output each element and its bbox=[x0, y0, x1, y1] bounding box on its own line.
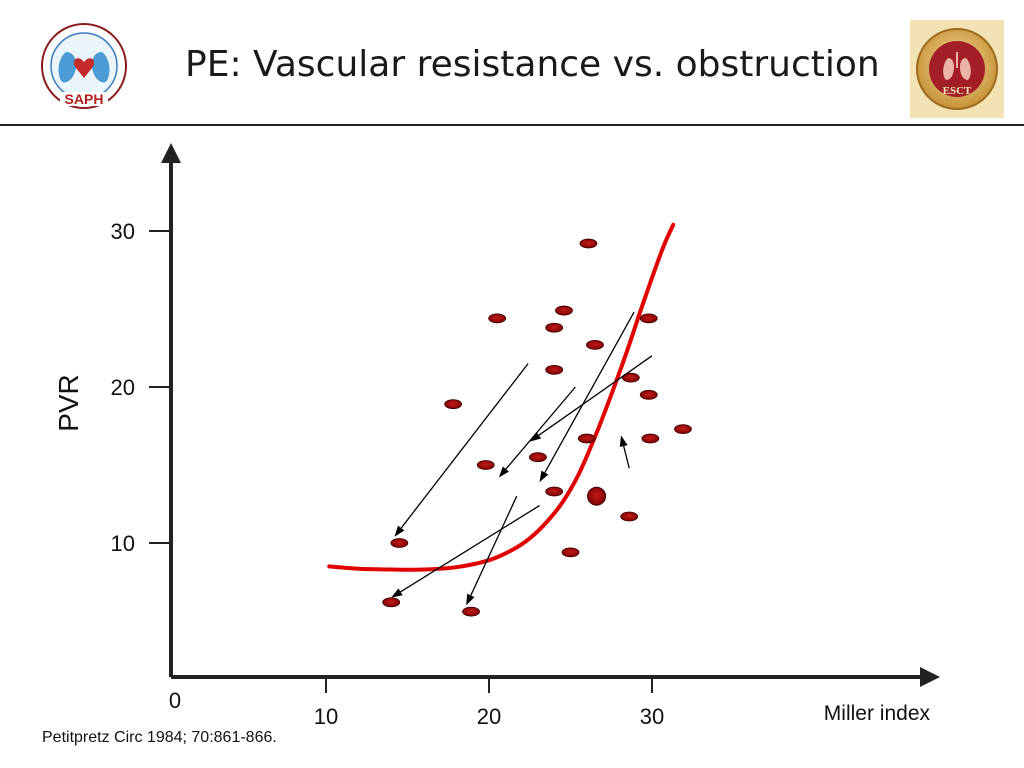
data-point bbox=[620, 511, 639, 522]
y-tick-label: 20 bbox=[111, 375, 135, 400]
esct-logo: ESCT bbox=[910, 20, 1004, 118]
x-axis-arrowhead bbox=[920, 667, 940, 687]
y-axis-title: PVR bbox=[53, 374, 84, 432]
data-point bbox=[382, 597, 401, 608]
citation: Petitpretz Circ 1984; 70:861-866. bbox=[42, 729, 277, 746]
data-point bbox=[674, 424, 692, 435]
axis-labels-layer: 10 20 30 10 20 30 0 Miller index PVR bbox=[53, 219, 930, 729]
data-point bbox=[579, 238, 598, 249]
data-points-layer bbox=[382, 238, 692, 617]
x-tick-label: 30 bbox=[640, 704, 664, 729]
data-point-highlighted bbox=[587, 486, 607, 506]
slide-title: PE: Vascular resistance vs. obstruction bbox=[185, 44, 880, 85]
data-point bbox=[577, 433, 596, 444]
arrow-shaft bbox=[505, 386, 576, 470]
arrow-shaft bbox=[538, 355, 653, 436]
data-point bbox=[476, 460, 495, 470]
saph-logo: SAPH bbox=[41, 23, 127, 109]
x-axis-title: Miller index bbox=[824, 702, 931, 725]
x-tick-label: 20 bbox=[477, 704, 501, 729]
data-point bbox=[639, 389, 658, 400]
arrows-layer bbox=[391, 311, 653, 606]
chart-axes bbox=[149, 143, 940, 693]
y-tick-label: 10 bbox=[111, 531, 135, 556]
arrow-head bbox=[529, 432, 542, 442]
data-point bbox=[488, 313, 507, 324]
data-point bbox=[390, 538, 409, 548]
arrow-head bbox=[466, 593, 475, 606]
data-point bbox=[444, 399, 463, 410]
esct-logo-text: ESCT bbox=[943, 85, 972, 97]
data-point bbox=[555, 305, 573, 316]
arrow-head bbox=[394, 525, 405, 537]
y-axis-arrowhead bbox=[161, 143, 181, 163]
data-point bbox=[621, 372, 640, 383]
saph-logo-text: SAPH bbox=[65, 91, 104, 107]
trend-curve bbox=[327, 222, 676, 572]
data-point bbox=[586, 339, 604, 350]
data-point bbox=[641, 433, 660, 444]
data-point bbox=[462, 606, 480, 617]
title-divider bbox=[0, 124, 1024, 126]
arrow-shaft bbox=[623, 445, 630, 469]
data-point bbox=[639, 313, 658, 324]
arrow-shaft bbox=[400, 505, 540, 593]
arrow-head bbox=[498, 466, 509, 478]
data-point bbox=[545, 364, 564, 375]
arrow-shaft bbox=[400, 363, 529, 529]
data-point bbox=[561, 547, 580, 558]
arrow-shaft bbox=[544, 311, 635, 473]
trend-curve-layer bbox=[327, 222, 676, 572]
y-tick-label: 30 bbox=[111, 219, 135, 244]
origin-label: 0 bbox=[169, 688, 181, 713]
arrow-head bbox=[391, 588, 403, 598]
arrow-shaft bbox=[470, 495, 518, 596]
arrow-head bbox=[539, 470, 549, 483]
x-tick-label: 10 bbox=[314, 704, 338, 729]
data-point bbox=[529, 452, 547, 463]
data-point bbox=[545, 486, 564, 497]
arrow-head bbox=[619, 435, 628, 448]
data-point bbox=[545, 322, 564, 333]
